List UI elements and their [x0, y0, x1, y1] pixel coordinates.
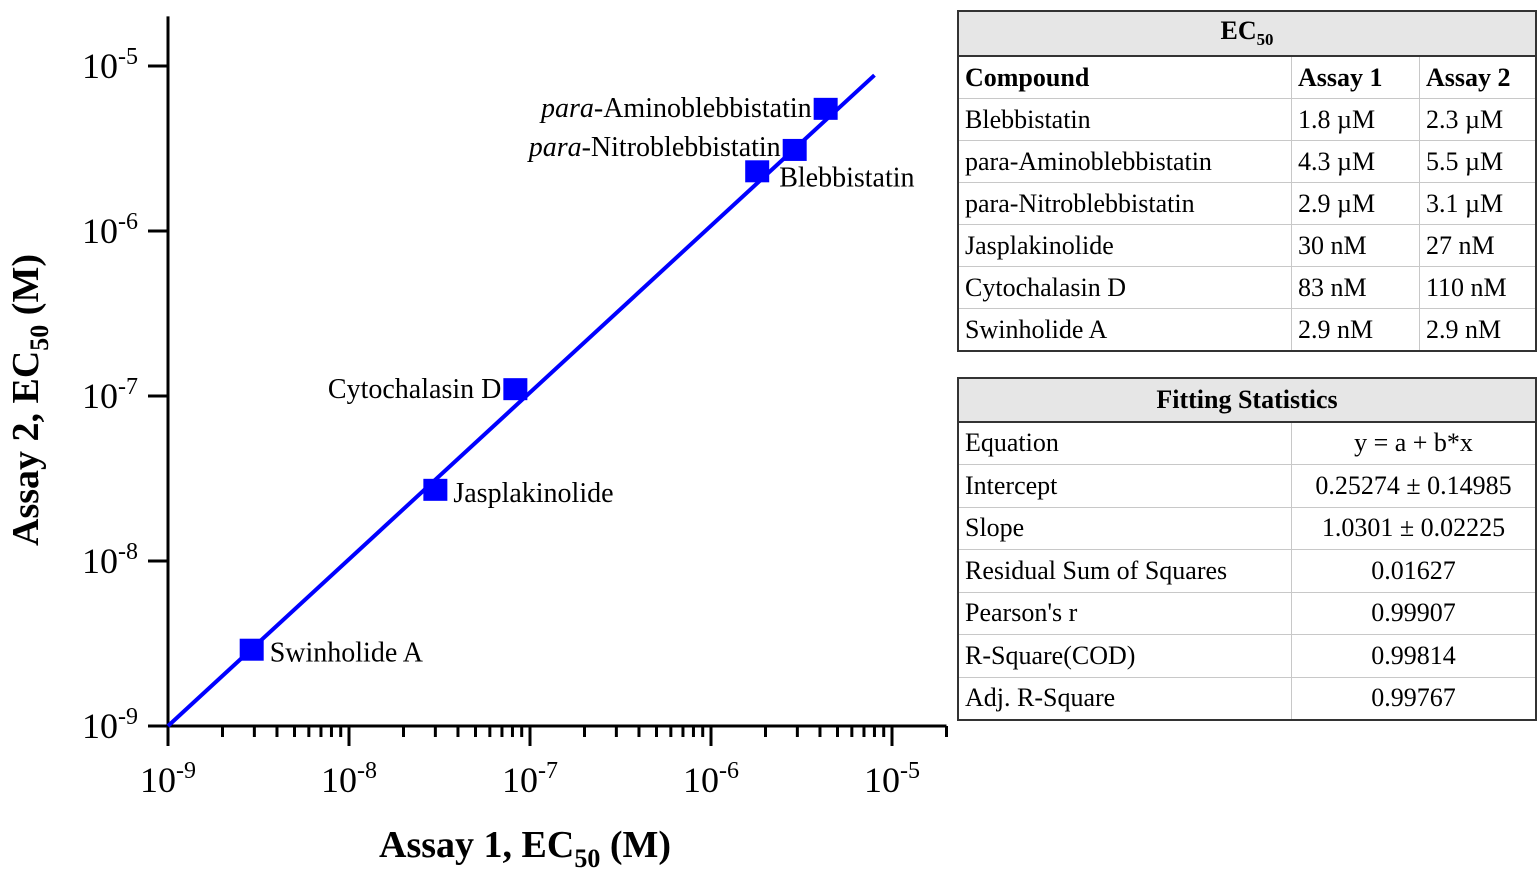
point-label: Jasplakinolide: [453, 478, 613, 509]
y-tick-label: 10-9: [82, 704, 138, 746]
table-row: Cytochalasin D 83 nM 110 nM: [957, 266, 1537, 309]
data-point: [745, 160, 770, 183]
fit-line: [166, 73, 876, 728]
compound-cell: Swinholide A: [957, 308, 1292, 352]
table-row: Blebbistatin 1.8 µM 2.3 µM: [957, 98, 1537, 141]
y-tick-label: 10-7: [82, 374, 138, 416]
statistic-name: Equation: [957, 421, 1292, 465]
data-point: [423, 478, 448, 501]
column-header: Compound: [957, 55, 1292, 99]
statistic-value: y = a + b*x: [1291, 421, 1537, 465]
compound-cell: Cytochalasin D: [957, 266, 1292, 309]
table-row: Residual Sum of Squares 0.01627: [957, 549, 1537, 593]
compound-cell: para-Nitroblebbistatin: [957, 182, 1292, 225]
table-row: para-Nitroblebbistatin 2.9 µM 3.1 µM: [957, 182, 1537, 225]
y-tick-label: 10-5: [82, 44, 138, 86]
assay1-cell: 30 nM: [1291, 224, 1420, 267]
assay1-cell: 2.9 nM: [1291, 308, 1420, 352]
statistic-value: 0.99767: [1291, 676, 1537, 721]
assay1-cell: 1.8 µM: [1291, 98, 1420, 141]
assay2-cell: 2.3 µM: [1419, 98, 1537, 141]
y-tick-label: 10-6: [82, 209, 138, 251]
table-row: Equation y = a + b*x: [957, 421, 1537, 465]
assay2-cell: 27 nM: [1419, 224, 1537, 267]
statistic-name: Pearson's r: [957, 591, 1292, 635]
x-tick-label: 10-7: [502, 758, 558, 800]
fitting-statistics-title: Fitting Statistics: [957, 377, 1537, 423]
point-label: Swinholide A: [270, 638, 424, 669]
ec50-table: EC50 Compound Assay 1 Assay 2 Blebbistat…: [957, 10, 1537, 352]
table-row: Adj. R-Square 0.99767: [957, 676, 1537, 721]
table-row: Pearson's r 0.99907: [957, 591, 1537, 635]
table-row: R-Square(COD) 0.99814: [957, 634, 1537, 678]
data-point: [239, 638, 264, 661]
data-point: [782, 138, 807, 161]
statistic-value: 0.99907: [1291, 591, 1537, 635]
ec50-correlation-chart: 10-910-9 10-8 10-8 10-7 10-7 10-6 10-6 10-5 10-5…: [5, 16, 948, 873]
assay1-cell: 2.9 µM: [1291, 182, 1420, 225]
point-label: Cytochalasin D: [328, 374, 501, 405]
fitting-statistics-table: Fitting Statistics Equation y = a + b*x In…: [957, 377, 1537, 721]
table-row: Slope 1.0301 ± 0.02225: [957, 506, 1537, 550]
y-tick-label: 10-8: [82, 539, 138, 581]
data-point: [503, 378, 528, 401]
ec50-table-title: EC50: [957, 10, 1537, 57]
statistic-name: Slope: [957, 506, 1292, 550]
table-row: para-Aminoblebbistatin 4.3 µM 5.5 µM: [957, 140, 1537, 183]
x-tick-label: 10-8: [321, 758, 377, 800]
y-axis-label: Assay 2, EC50 (M): [5, 254, 54, 546]
table-row: Intercept 0.25274 ± 0.14985: [957, 464, 1537, 508]
statistic-value: 1.0301 ± 0.02225: [1291, 506, 1537, 550]
statistic-name: Intercept: [957, 464, 1292, 508]
table-row: Swinholide A 2.9 nM 2.9 nM: [957, 308, 1537, 352]
assay2-cell: 110 nM: [1419, 266, 1537, 309]
point-label: Blebbistatin: [779, 162, 914, 193]
statistic-name: Residual Sum of Squares: [957, 549, 1292, 593]
data-point: [813, 97, 838, 120]
column-header: Assay 2: [1419, 55, 1537, 99]
assay2-cell: 2.9 nM: [1419, 308, 1537, 352]
x-tick-label: 10-9: [140, 758, 196, 800]
assay2-cell: 5.5 µM: [1419, 140, 1537, 183]
statistic-name: R-Square(COD): [957, 634, 1292, 678]
table-row: Jasplakinolide 30 nM 27 nM: [957, 224, 1537, 267]
statistic-value: 0.25274 ± 0.14985: [1291, 464, 1537, 508]
statistic-name: Adj. R-Square: [957, 676, 1292, 721]
point-label: para-Aminoblebbistatin: [539, 93, 812, 124]
compound-cell: Jasplakinolide: [957, 224, 1292, 267]
compound-cell: para-Aminoblebbistatin: [957, 140, 1292, 183]
x-tick-label: 10-6: [683, 758, 739, 800]
column-header: Assay 1: [1291, 55, 1420, 99]
assay1-cell: 83 nM: [1291, 266, 1420, 309]
x-axis-label: Assay 1, EC50 (M): [379, 824, 671, 873]
point-label: para-Nitroblebbistatin: [527, 132, 781, 163]
assay2-cell: 3.1 µM: [1419, 182, 1537, 225]
statistic-value: 0.99814: [1291, 634, 1537, 678]
statistic-value: 0.01627: [1291, 549, 1537, 593]
assay1-cell: 4.3 µM: [1291, 140, 1420, 183]
x-tick-label: 10-5: [864, 758, 920, 800]
compound-cell: Blebbistatin: [957, 98, 1292, 141]
